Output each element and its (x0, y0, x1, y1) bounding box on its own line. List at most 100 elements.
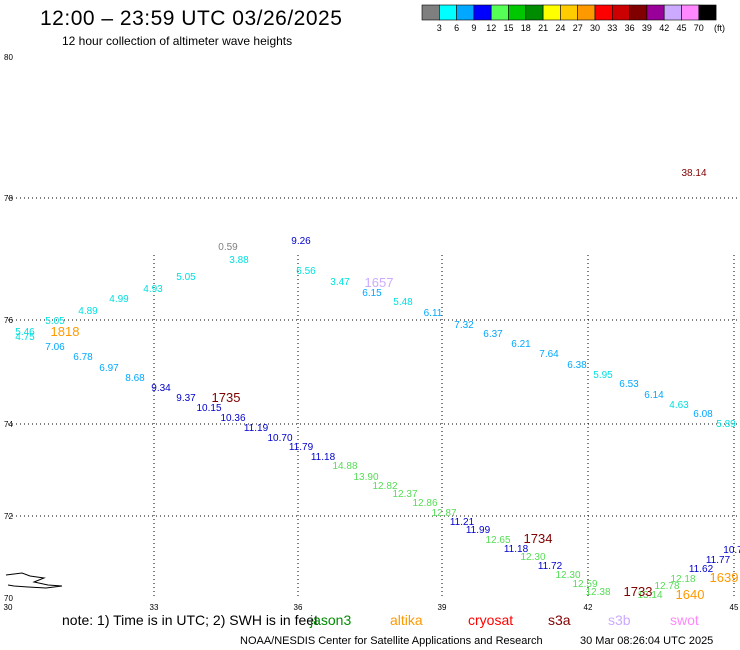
wave-height-value: 7.32 (454, 320, 474, 331)
wave-height-value: 4.93 (143, 284, 163, 295)
colorbar-tick-label: 42 (659, 23, 669, 33)
colorbar-tick-label: 9 (471, 23, 476, 33)
wave-height-value: 11.19 (244, 423, 269, 434)
wave-height-value: 6.21 (511, 339, 531, 350)
wave-height-value: 9.37 (176, 393, 196, 404)
wave-height-value: 6.78 (73, 352, 93, 363)
wave-height-value: 9.34 (151, 383, 171, 394)
colorbar-tick-label: 3 (437, 23, 442, 33)
longitude-tick-label: 30 (4, 603, 13, 612)
wave-height-value: 12.30 (555, 570, 580, 581)
wave-height-value: 10.7 (723, 545, 740, 556)
generated-timestamp: 30 Mar 08:26:04 UTC 2025 (580, 635, 714, 647)
wave-height-value: 11.18 (311, 452, 336, 463)
pass-time-label: 1639 (710, 570, 739, 585)
wave-height-value: 13.90 (353, 472, 378, 483)
wave-height-value: 6.08 (693, 409, 713, 420)
latitude-tick-label: 72 (4, 512, 13, 521)
wave-height-value: 10.15 (196, 403, 221, 414)
wave-height-value: 12.30 (520, 552, 545, 563)
satellite-label-altika: altika (390, 612, 423, 628)
wave-height-value: 4.63 (669, 400, 689, 411)
credit-text: NOAA/NESDIS Center for Satellite Applica… (240, 635, 543, 647)
pass-time-label: 1640 (676, 587, 705, 602)
page-subtitle: 12 hour collection of altimeter wave hei… (62, 34, 293, 48)
wave-height-value: 12.82 (372, 481, 397, 492)
colorbar-tick-label: 30 (590, 23, 600, 33)
pass-time-label: 1818 (51, 324, 80, 339)
colorbar-swatch (698, 4, 717, 21)
wave-height-value: 5.48 (393, 297, 413, 308)
colorbar-tick-label: 18 (521, 23, 531, 33)
longitude-tick-label: 45 (730, 603, 739, 612)
wave-height-value: 3.88 (229, 255, 249, 266)
wave-height-value: 12.87 (431, 508, 456, 519)
longitude-tick-label: 33 (150, 603, 159, 612)
colorbar-tick-label: 21 (538, 23, 548, 33)
wave-height-value: 11.99 (466, 525, 491, 536)
satellite-label-cryosat: cryosat (468, 612, 514, 628)
wave-height-value: 13.14 (637, 590, 662, 601)
wave-height-value: 11.21 (450, 517, 475, 528)
colorbar-tick-label: 24 (555, 23, 565, 33)
colorbar-tick-label: 36 (625, 23, 635, 33)
latitude-tick-label: 78 (4, 194, 13, 203)
wave-height-value: 6.53 (619, 379, 639, 390)
wave-height-value: 11.77 (706, 555, 731, 566)
wave-height-value: 0.59 (218, 242, 238, 253)
latitude-tick-label: 70 (4, 594, 13, 603)
wave-height-value: 8.68 (125, 373, 145, 384)
wave-height-value: 9.26 (291, 236, 311, 247)
longitude-tick-label: 39 (438, 603, 447, 612)
wave-height-value: 7.64 (539, 349, 559, 360)
wave-height-value: 12.38 (585, 587, 610, 598)
pass-time-label: 1657 (365, 275, 394, 290)
colorbar-tick-label: 15 (503, 23, 513, 33)
wave-height-value: 12.65 (485, 535, 510, 546)
colorbar-tick-label: 6 (454, 23, 459, 33)
satellite-label-swot: swot (670, 612, 699, 628)
wave-height-value: 10.70 (267, 433, 292, 444)
wave-height-value: 6.14 (644, 390, 664, 401)
pass-time-label: 1734 (524, 531, 553, 546)
wave-height-value: 5.95 (593, 370, 613, 381)
page-title: 12:00 – 23:59 UTC 03/26/2025 (40, 7, 343, 30)
latitude-tick-label: 74 (4, 420, 13, 429)
colorbar-tick-label: 27 (573, 23, 583, 33)
wave-height-value: 12.59 (572, 579, 597, 590)
colorbar-tick-label: 70 (694, 23, 704, 33)
wave-height-value: 4.89 (78, 306, 98, 317)
wave-height-value: 12.86 (412, 498, 437, 509)
colorbar-tick-label: 12 (486, 23, 496, 33)
wave-height-value: 12.78 (654, 581, 679, 592)
wave-height-value: 6.38 (567, 360, 587, 371)
wave-height-value: 11.18 (504, 544, 529, 555)
colorbar-tick-label: 45 (676, 23, 686, 33)
longitude-tick-label: 42 (584, 603, 593, 612)
wave-height-value: 6.15 (362, 288, 382, 299)
wave-height-value: 5.05 (45, 316, 65, 327)
wave-height-value: 7.06 (45, 342, 65, 353)
coastline-shape (5, 572, 63, 589)
wave-height-value: 12.18 (670, 574, 695, 585)
pass-time-label: 1733 (624, 584, 653, 599)
colorbar-tick-label: 39 (642, 23, 652, 33)
wave-height-value: 3.47 (330, 277, 350, 288)
wave-height-value: 6.56 (296, 266, 316, 277)
wave-height-value: 11.62 (689, 564, 714, 575)
colorbar-unit: (ft) (714, 23, 725, 33)
longitude-tick-label: 36 (294, 603, 303, 612)
satellite-label-s3b: s3b (608, 612, 631, 628)
wave-height-value: 14.88 (332, 461, 357, 472)
satellite-label-jason3: jason3 (310, 612, 352, 628)
latitude-tick-label: 76 (4, 316, 13, 325)
pass-time-label: 1735 (212, 390, 241, 405)
wave-height-value: 4.99 (109, 294, 129, 305)
wave-height-value: 12.37 (392, 489, 417, 500)
wave-height-value: 5.89 (716, 419, 736, 430)
wave-height-value: 38.14 (681, 168, 706, 179)
colorbar-tick-label: 33 (607, 23, 617, 33)
latitude-tick-label: 80 (4, 53, 13, 62)
footer-note: note: 1) Time is in UTC; 2) SWH is in fe… (62, 612, 318, 628)
